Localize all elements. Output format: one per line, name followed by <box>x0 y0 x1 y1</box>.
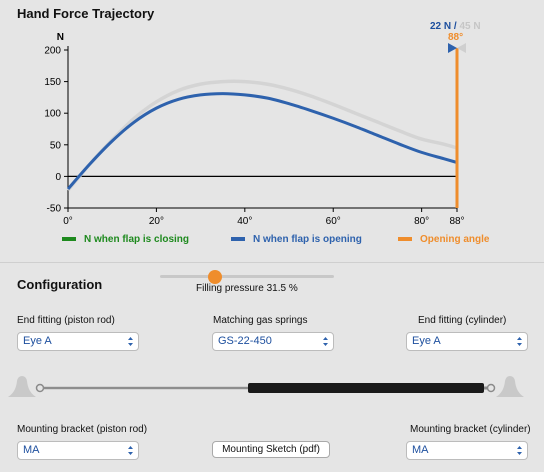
legend-closing-swatch <box>62 237 76 241</box>
force-chart: -50 0 50 100 150 200 N 0° 20° 40° 60° 80° 88° N when… <box>44 32 490 245</box>
configuration-title: Configuration <box>17 277 103 292</box>
chart-axes: -50 0 50 100 150 200 N 0° 20° 40° 60° 80° 88° <box>44 32 464 227</box>
opening-angle-marker[interactable] <box>448 43 466 208</box>
bracket-cyl-value: MA <box>412 444 429 456</box>
y-tick-label: 0 <box>55 172 61 183</box>
piston-rod-icon <box>35 383 249 393</box>
y-tick-label: 50 <box>50 140 62 151</box>
select-arrows-icon <box>128 446 133 455</box>
bracket-rod-label: Mounting bracket (piston rod) <box>17 424 148 435</box>
end-fitting-rod-label: End fitting (piston rod) <box>17 315 115 326</box>
legend-closing-label: N when flap is closing <box>84 234 189 245</box>
filling-pressure-label: Filling pressure 31.5 % <box>196 283 298 294</box>
slider-thumb[interactable] <box>207 270 222 284</box>
gas-spring-select[interactable]: GS-22-450 <box>212 332 334 351</box>
gas-spring-value: GS-22-450 <box>218 335 272 347</box>
legend-opening-swatch <box>231 237 245 241</box>
legend-opening-angle-label: Opening angle <box>420 234 490 245</box>
legend-opening-label: N when flap is opening <box>253 234 362 245</box>
previous-setting-line <box>66 79 458 192</box>
end-fitting-rod-value: Eye A <box>23 335 52 347</box>
x-tick-label: 20° <box>149 216 164 227</box>
y-tick-label: -50 <box>47 204 62 215</box>
bracket-cyl-label: Mounting bracket (cylinder) <box>410 424 531 435</box>
x-tick-label: 80° <box>414 216 429 227</box>
cylinder-icon <box>248 383 496 393</box>
bracket-cyl-select[interactable]: MA <box>406 441 528 460</box>
y-axis-unit-label: N <box>57 32 64 43</box>
x-tick-label: 60° <box>326 216 341 227</box>
end-fitting-cyl-value: Eye A <box>412 335 441 347</box>
end-fitting-cyl-select[interactable]: Eye A <box>406 332 528 351</box>
mount-right-icon <box>496 376 524 397</box>
trajectory-title: Hand Force Trajectory <box>17 6 155 21</box>
gas-spring-illustration <box>8 376 524 397</box>
mount-left-icon <box>8 376 36 397</box>
end-fitting-cyl-label: End fitting (cylinder) <box>418 315 507 326</box>
opening-force-line <box>66 92 458 191</box>
x-tick-label: 40° <box>237 216 252 227</box>
mounting-sketch-button[interactable]: Mounting Sketch (pdf) <box>212 441 330 458</box>
chart-series <box>66 79 458 192</box>
angle-value: 88° <box>448 32 464 43</box>
bracket-rod-select[interactable]: MA <box>17 441 139 460</box>
legend-opening-angle-swatch <box>398 237 412 241</box>
chart-legend: N when flap is closing N when flap is ope… <box>62 234 490 245</box>
select-arrows-icon <box>517 337 522 346</box>
bracket-rod-value: MA <box>23 444 40 456</box>
readout-separator: / <box>453 21 457 32</box>
force-pointer-icon <box>448 43 457 53</box>
end-fitting-rod-select[interactable]: Eye A <box>17 332 139 351</box>
select-arrows-icon <box>323 337 328 346</box>
force-readout: 22 N / 45 N <box>430 21 481 32</box>
filling-pressure-slider[interactable] <box>160 270 334 284</box>
x-tick-label: 88° <box>449 216 464 227</box>
gas-spring-label: Matching gas springs <box>213 315 308 326</box>
section-divider <box>0 262 544 263</box>
x-tick-label: 0° <box>63 216 73 227</box>
force-value: 22 N <box>430 21 452 32</box>
y-tick-label: 200 <box>44 46 61 57</box>
ghost-force-value: 45 N <box>459 21 481 32</box>
select-arrows-icon <box>128 337 133 346</box>
ghost-pointer-icon <box>457 43 466 53</box>
slider-track <box>160 275 334 278</box>
y-tick-label: 150 <box>44 77 61 88</box>
y-tick-label: 100 <box>44 109 61 120</box>
select-arrows-icon <box>517 446 522 455</box>
